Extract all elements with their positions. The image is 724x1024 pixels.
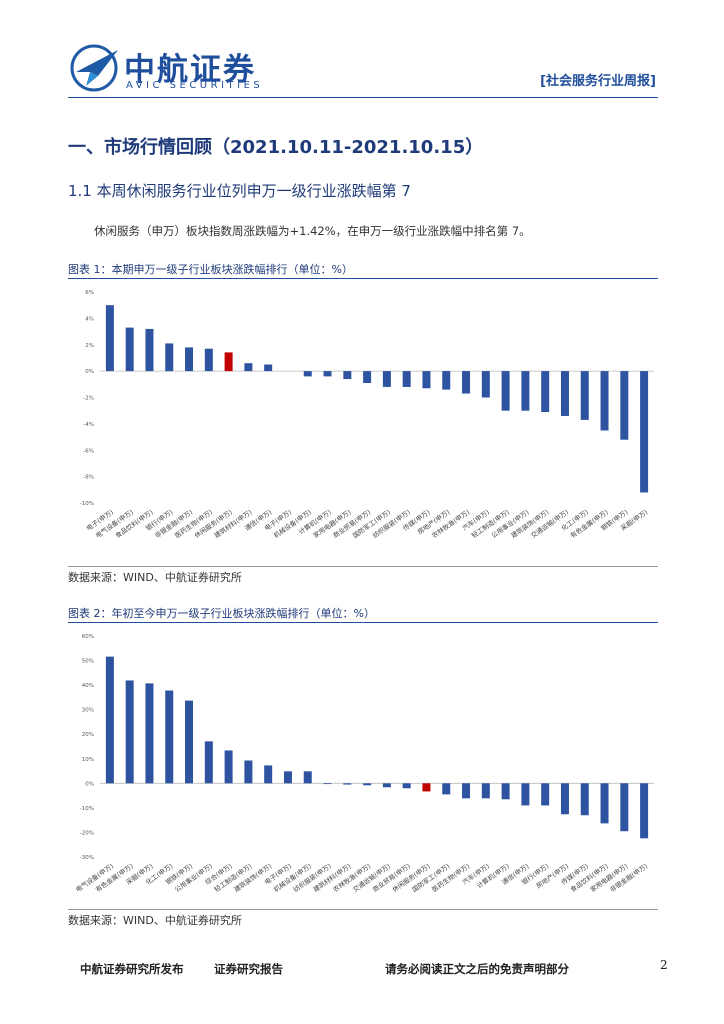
company-name-en: AVIC SECURITIES xyxy=(126,80,264,91)
bar xyxy=(541,783,550,806)
bar xyxy=(244,760,253,784)
figure-rule xyxy=(68,278,658,279)
bar xyxy=(560,783,569,815)
y-tick-label: 30% xyxy=(82,708,94,714)
bar xyxy=(363,783,372,786)
y-tick-label: 20% xyxy=(82,732,94,738)
bar xyxy=(422,783,431,792)
paragraph: 休闲服务（申万）板块指数周涨跌幅为+1.42%，在申万一级行业涨跌幅中排名第 7… xyxy=(94,224,531,238)
bar xyxy=(145,683,154,784)
bar xyxy=(382,371,391,387)
footer-publisher: 中航证券研究所发布 xyxy=(80,962,184,976)
bar xyxy=(382,783,391,788)
bar xyxy=(224,352,233,372)
bar xyxy=(620,371,629,440)
bar xyxy=(185,700,194,784)
bar xyxy=(580,783,589,816)
bar xyxy=(343,783,352,785)
y-tick-label: 2% xyxy=(85,343,94,349)
bar xyxy=(165,343,174,372)
subsection-title: 1.1 本周休闲服务行业位列申万一级行业涨跌幅第 7 xyxy=(68,182,411,200)
bar xyxy=(481,371,490,398)
bar xyxy=(640,371,649,493)
y-tick-label: 10% xyxy=(82,757,94,763)
bar xyxy=(105,305,114,372)
bar xyxy=(343,371,352,380)
bar xyxy=(422,371,431,389)
bar xyxy=(620,783,629,832)
report-tag: [社会服务行业周报] xyxy=(540,74,656,89)
bar xyxy=(264,765,273,784)
figure-source: 数据来源：WIND、中航证券研究所 xyxy=(68,571,242,584)
bar xyxy=(521,783,530,806)
company-name: 中航证券 xyxy=(124,52,256,88)
y-tick-label: 0% xyxy=(85,781,94,787)
section-title: 一、市场行情回顾（2021.10.11-2021.10.15） xyxy=(68,137,484,158)
bar xyxy=(580,371,589,420)
bar xyxy=(402,783,411,789)
bar xyxy=(204,741,213,784)
bar xyxy=(363,371,372,383)
bar xyxy=(462,783,471,799)
bar xyxy=(105,656,114,784)
figure-source: 数据来源：WIND、中航证券研究所 xyxy=(68,914,242,927)
y-tick-label: 50% xyxy=(82,659,94,665)
bar xyxy=(600,783,609,824)
bar xyxy=(165,690,174,784)
figure-rule xyxy=(68,622,658,623)
chart: 60%50%40%30%20%10%0%-10%-20%-30%电气设备(申万)… xyxy=(74,634,654,894)
bar xyxy=(481,783,490,799)
y-tick-label: -30% xyxy=(80,855,94,861)
bar xyxy=(125,680,134,784)
chart: 6%4%2%0%-2%-4%-6%-8%-10%电子(申万)电气设备(申万)食品… xyxy=(80,290,654,540)
footer-disclaimer: 请务必阅读正文之后的免责声明部分 xyxy=(385,962,569,976)
bar xyxy=(541,371,550,413)
y-tick-label: 6% xyxy=(85,290,94,296)
bar xyxy=(600,371,609,431)
header-rule xyxy=(68,97,658,98)
bar xyxy=(303,771,312,784)
bar xyxy=(264,364,273,372)
footer-type: 证券研究报告 xyxy=(214,962,283,976)
y-tick-label: 40% xyxy=(82,683,94,689)
y-tick-label: 4% xyxy=(85,316,94,322)
y-tick-label: -2% xyxy=(83,396,94,402)
y-tick-label: 60% xyxy=(82,634,94,640)
bar xyxy=(244,363,253,372)
bar xyxy=(204,348,213,372)
bar xyxy=(640,783,649,839)
bar xyxy=(442,783,451,795)
bar xyxy=(560,371,569,416)
figure-rule xyxy=(68,909,658,910)
logo-mark xyxy=(70,44,118,92)
bar xyxy=(224,750,233,784)
bar xyxy=(521,371,530,411)
y-tick-label: -8% xyxy=(83,475,94,481)
y-tick-label: -10% xyxy=(80,806,94,812)
y-tick-label: -20% xyxy=(80,830,94,836)
y-tick-label: -10% xyxy=(80,501,94,507)
figure-title: 图表 2：年初至今申万一级子行业板块涨跌幅排行（单位：%） xyxy=(68,607,375,620)
bar xyxy=(501,783,510,800)
bar xyxy=(185,347,194,372)
figure-rule xyxy=(68,566,658,567)
y-tick-label: 0% xyxy=(85,369,94,375)
bar xyxy=(125,327,134,372)
y-tick-label: -6% xyxy=(83,448,94,454)
bar xyxy=(501,371,510,411)
bar xyxy=(442,371,451,390)
figure-title: 图表 1：本期申万一级子行业板块涨跌幅排行（单位：%） xyxy=(68,263,353,276)
y-tick-label: -4% xyxy=(83,422,94,428)
bar xyxy=(402,371,411,387)
bar xyxy=(283,771,292,784)
page-number: 2 xyxy=(660,958,668,972)
bar xyxy=(323,783,332,785)
bar xyxy=(303,371,312,377)
bar xyxy=(145,328,154,372)
bar xyxy=(462,371,471,394)
bar xyxy=(323,371,332,377)
